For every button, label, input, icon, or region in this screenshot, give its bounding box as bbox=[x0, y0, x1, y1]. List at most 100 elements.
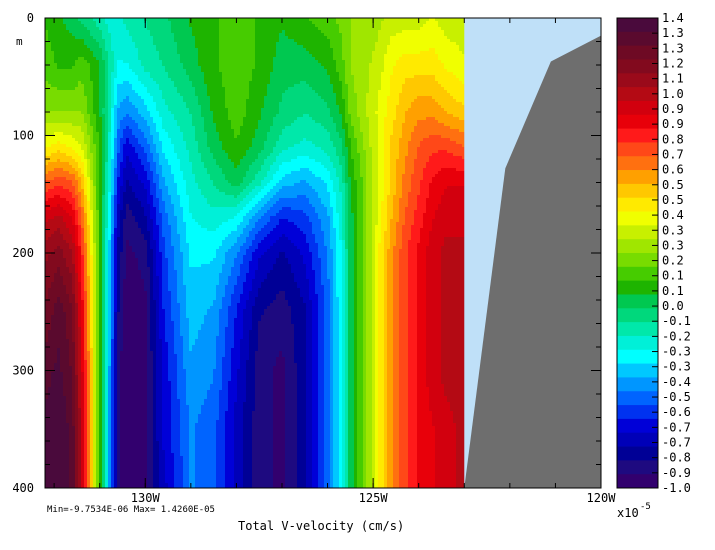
contour-cell bbox=[117, 36, 121, 40]
contour-cell bbox=[54, 99, 58, 103]
contour-cell bbox=[123, 309, 127, 313]
contour-cell bbox=[99, 45, 103, 49]
contour-cell bbox=[123, 234, 127, 238]
contour-cell bbox=[63, 399, 67, 403]
contour-cell bbox=[126, 402, 130, 406]
contour-cell bbox=[48, 267, 52, 271]
contour-cell bbox=[72, 390, 76, 394]
contour-cell bbox=[60, 180, 64, 184]
contour-cell bbox=[93, 234, 97, 238]
contour-cell bbox=[78, 459, 82, 463]
contour-cell bbox=[96, 216, 100, 220]
contour-cell bbox=[75, 333, 79, 337]
contour-cell bbox=[132, 414, 136, 418]
contour-cell bbox=[78, 96, 82, 100]
contour-cell bbox=[87, 195, 91, 199]
contour-cell bbox=[81, 252, 85, 256]
contour-cell bbox=[57, 204, 61, 208]
contour-cell bbox=[51, 231, 55, 235]
contour-cell bbox=[81, 267, 85, 271]
contour-cell bbox=[135, 234, 139, 238]
contour-cell bbox=[117, 81, 121, 85]
contour-cell bbox=[84, 222, 88, 226]
contour-cell bbox=[81, 351, 85, 355]
contour-cell bbox=[123, 201, 127, 205]
contour-cell bbox=[126, 366, 130, 370]
contour-cell bbox=[72, 111, 76, 115]
contour-cell bbox=[63, 339, 67, 343]
contour-cell bbox=[66, 237, 70, 241]
contour-cell bbox=[54, 162, 58, 166]
contour-cell bbox=[72, 423, 76, 427]
contour-cell bbox=[81, 78, 85, 82]
contour-cell bbox=[99, 144, 103, 148]
contour-cell bbox=[84, 75, 88, 79]
contour-cell bbox=[69, 414, 73, 418]
contour-cell bbox=[114, 186, 118, 190]
contour-cell bbox=[123, 426, 127, 430]
contour-cell bbox=[96, 435, 100, 439]
contour-cell bbox=[90, 108, 94, 112]
contour-cell bbox=[90, 483, 94, 487]
contour-cell bbox=[84, 42, 88, 46]
contour-cell bbox=[111, 159, 115, 163]
contour-cell bbox=[93, 201, 97, 205]
contour-cell bbox=[126, 69, 130, 73]
contour-cell bbox=[132, 267, 136, 271]
contour-cell bbox=[126, 234, 130, 238]
contour-cell bbox=[60, 330, 64, 334]
contour-cell bbox=[120, 153, 124, 157]
contour-cell bbox=[99, 387, 103, 391]
contour-cell bbox=[114, 300, 118, 304]
contour-cell bbox=[123, 471, 127, 475]
contour-cell bbox=[108, 333, 112, 337]
contour-cell bbox=[138, 300, 142, 304]
contour-cell bbox=[117, 450, 121, 454]
contour-cell bbox=[51, 270, 55, 274]
contour-cell bbox=[75, 309, 79, 313]
contour-cell bbox=[117, 105, 121, 109]
contour-cell bbox=[129, 93, 133, 97]
contour-cell bbox=[51, 132, 55, 136]
contour-cell bbox=[90, 123, 94, 127]
contour-cell bbox=[132, 183, 136, 187]
contour-cell bbox=[129, 75, 133, 79]
contour-cell bbox=[105, 264, 109, 268]
contour-cell bbox=[111, 288, 115, 292]
contour-cell bbox=[108, 36, 112, 40]
contour-cell bbox=[96, 423, 100, 427]
contour-cell bbox=[69, 432, 73, 436]
contour-cell bbox=[102, 462, 106, 466]
contour-cell bbox=[105, 321, 109, 325]
contour-cell bbox=[111, 192, 115, 196]
contour-cell bbox=[90, 150, 94, 154]
contour-cell bbox=[51, 321, 55, 325]
contour-cell bbox=[132, 225, 136, 229]
contour-cell bbox=[48, 279, 52, 283]
contour-cell bbox=[45, 435, 49, 439]
contour-cell bbox=[126, 219, 130, 223]
contour-cell bbox=[135, 156, 139, 160]
contour-cell bbox=[48, 120, 52, 124]
contour-cell bbox=[93, 327, 97, 331]
contour-cell bbox=[114, 357, 118, 361]
contour-cell bbox=[132, 273, 136, 277]
contour-cell bbox=[96, 141, 100, 145]
contour-cell bbox=[108, 174, 112, 178]
contour-cell bbox=[84, 474, 88, 478]
contour-cell bbox=[69, 477, 73, 481]
contour-cell bbox=[81, 273, 85, 277]
contour-cell bbox=[111, 45, 115, 49]
contour-cell bbox=[105, 399, 109, 403]
contour-cell bbox=[96, 324, 100, 328]
contour-cell bbox=[66, 363, 70, 367]
contour-cell bbox=[48, 21, 52, 25]
contour-cell bbox=[78, 54, 82, 58]
contour-cell bbox=[48, 156, 52, 160]
contour-cell bbox=[81, 423, 85, 427]
contour-cell bbox=[135, 414, 139, 418]
contour-cell bbox=[51, 237, 55, 241]
contour-cell bbox=[84, 177, 88, 181]
contour-cell bbox=[126, 60, 130, 64]
contour-cell bbox=[75, 93, 79, 97]
